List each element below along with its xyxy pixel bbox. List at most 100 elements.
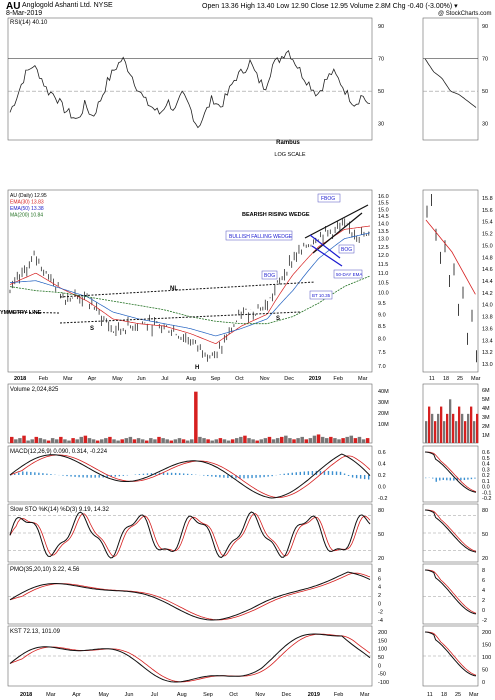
- rsi-inset-tick: 90: [482, 24, 488, 30]
- macd-histogram-bar: [267, 474, 269, 477]
- volume-bar: [333, 438, 337, 443]
- volume-bar: [63, 439, 67, 443]
- kst-inset-tick: 100: [482, 655, 491, 661]
- rsi-panel-frame: [7, 17, 373, 141]
- macd-line: [9, 453, 371, 499]
- price-inset-tick: 15.2: [482, 232, 493, 238]
- volume-bar: [325, 438, 329, 443]
- kst-inset-tick: 150: [482, 643, 491, 649]
- price-x-label: Feb: [333, 376, 342, 382]
- volume-inset-bar: [428, 406, 431, 443]
- price-tick: 11.0: [378, 271, 388, 277]
- macd-histogram-bar: [162, 472, 165, 475]
- macd-inset-histogram-bar: [470, 477, 473, 480]
- fbog-label: FBOG: [321, 196, 335, 202]
- macd-histogram-bar: [311, 471, 314, 475]
- macd-histogram-bar: [295, 472, 297, 475]
- sto-inset-tick: 80: [482, 508, 488, 514]
- macd-histogram-bar: [355, 474, 358, 479]
- macd-histogram-bar: [327, 471, 330, 475]
- price-tick: 15.5: [378, 201, 389, 207]
- macd-histogram-bar: [182, 473, 185, 475]
- volume-inset-bar: [464, 421, 467, 443]
- volume-inset-bar: [461, 413, 464, 443]
- macd-histogram-bar: [367, 474, 370, 480]
- volume-tick: 30M: [378, 400, 389, 406]
- macd-histogram-bar: [251, 474, 253, 479]
- macd-histogram-bar: [339, 471, 342, 475]
- macd-histogram-bar: [203, 474, 205, 476]
- bottom-x-label: Feb: [334, 692, 343, 698]
- macd-histogram-bar: [30, 471, 32, 475]
- bt-box: [309, 290, 333, 300]
- macd-histogram-bar: [138, 474, 141, 475]
- price-inset-tick: 13.6: [482, 326, 493, 332]
- macd-histogram-bar: [307, 471, 310, 475]
- volume-inset-tick: 2M: [482, 424, 490, 430]
- macd-histogram-bar: [227, 474, 229, 478]
- macd-histogram-bar: [178, 473, 181, 475]
- macd-inset-histogram-bar: [467, 477, 469, 480]
- volume-bar: [194, 391, 198, 443]
- macd-panel-frame: [7, 445, 373, 503]
- dma50-box: [333, 269, 363, 279]
- company-name: Anglogold Ashanti Ltd. NYSE: [22, 2, 113, 9]
- price-tick: 7.0: [378, 364, 386, 370]
- rsi-inset-tick: 30: [482, 122, 488, 128]
- volume-bar: [365, 438, 370, 443]
- volume-bar: [173, 439, 178, 443]
- volume-bar: [34, 436, 39, 443]
- dma50-label: 50-DAY EMA: [336, 272, 362, 277]
- volume-bar: [300, 436, 304, 443]
- macd-tick: 0.0: [378, 485, 386, 491]
- symmetry-line: [59, 311, 301, 324]
- pmo-inset-tick: 6: [482, 578, 485, 584]
- price-x-label: Dec: [284, 376, 294, 382]
- volume-bar: [104, 438, 108, 443]
- falling-wedge-bottom: [311, 245, 343, 267]
- volume-bar: [26, 440, 30, 443]
- pmo-label: PMO(35,20,10) 3.22, 4.56: [10, 567, 80, 573]
- macd-inset-histogram-bar: [446, 477, 448, 481]
- price-x-label: Oct: [235, 376, 244, 382]
- rsi-inset-tick: 50: [482, 89, 488, 95]
- wedge-bottom-line: [312, 212, 363, 254]
- volume-bar: [42, 439, 47, 443]
- macd-histogram-bar: [74, 474, 76, 477]
- right-shoulder-label: S: [276, 316, 280, 322]
- bottom-x-label: Mar: [46, 692, 56, 698]
- volume-bar: [271, 439, 276, 443]
- pmo-inset-line: [424, 569, 477, 615]
- volume-bar: [149, 438, 153, 443]
- macd-histogram-bar: [70, 474, 72, 477]
- price-inset-tick: 13.8: [482, 315, 493, 321]
- price-inset-tick: 14.0: [482, 303, 493, 309]
- macd-histogram-bar: [26, 471, 28, 475]
- macd-histogram-bar: [335, 471, 338, 475]
- bottom-inset-x-label: 18: [441, 692, 447, 698]
- macd-inset-tick: 0.6: [482, 450, 490, 456]
- volume-bar: [267, 436, 272, 443]
- volume-bar: [165, 439, 169, 443]
- macd-histogram-bar: [363, 474, 366, 480]
- volume-bar: [214, 439, 219, 443]
- price-tick: 14.5: [378, 214, 389, 220]
- pmo-panel-inset-frame: [422, 563, 479, 625]
- price-legend-item: EMA(50) 13.38: [10, 206, 44, 212]
- price-x-label: Jun: [137, 376, 146, 382]
- macd-histogram-bar: [323, 470, 326, 475]
- price-panel-inset-frame: [422, 189, 479, 373]
- macd-histogram-bar: [259, 474, 261, 478]
- macd-histogram-bar: [215, 474, 217, 477]
- bottom-inset-x-label: Mar: [469, 692, 479, 698]
- macd-histogram-bar: [22, 471, 24, 475]
- volume-tick: 40M: [378, 389, 389, 395]
- macd-histogram-bar: [219, 474, 221, 478]
- price-x-label: 2019: [309, 376, 321, 382]
- bottom-x-label: Sep: [203, 692, 213, 698]
- price-x-label: 2018: [14, 376, 26, 382]
- macd-histogram-bar: [191, 474, 193, 475]
- volume-inset-bar: [440, 406, 443, 443]
- volume-bar: [18, 438, 22, 443]
